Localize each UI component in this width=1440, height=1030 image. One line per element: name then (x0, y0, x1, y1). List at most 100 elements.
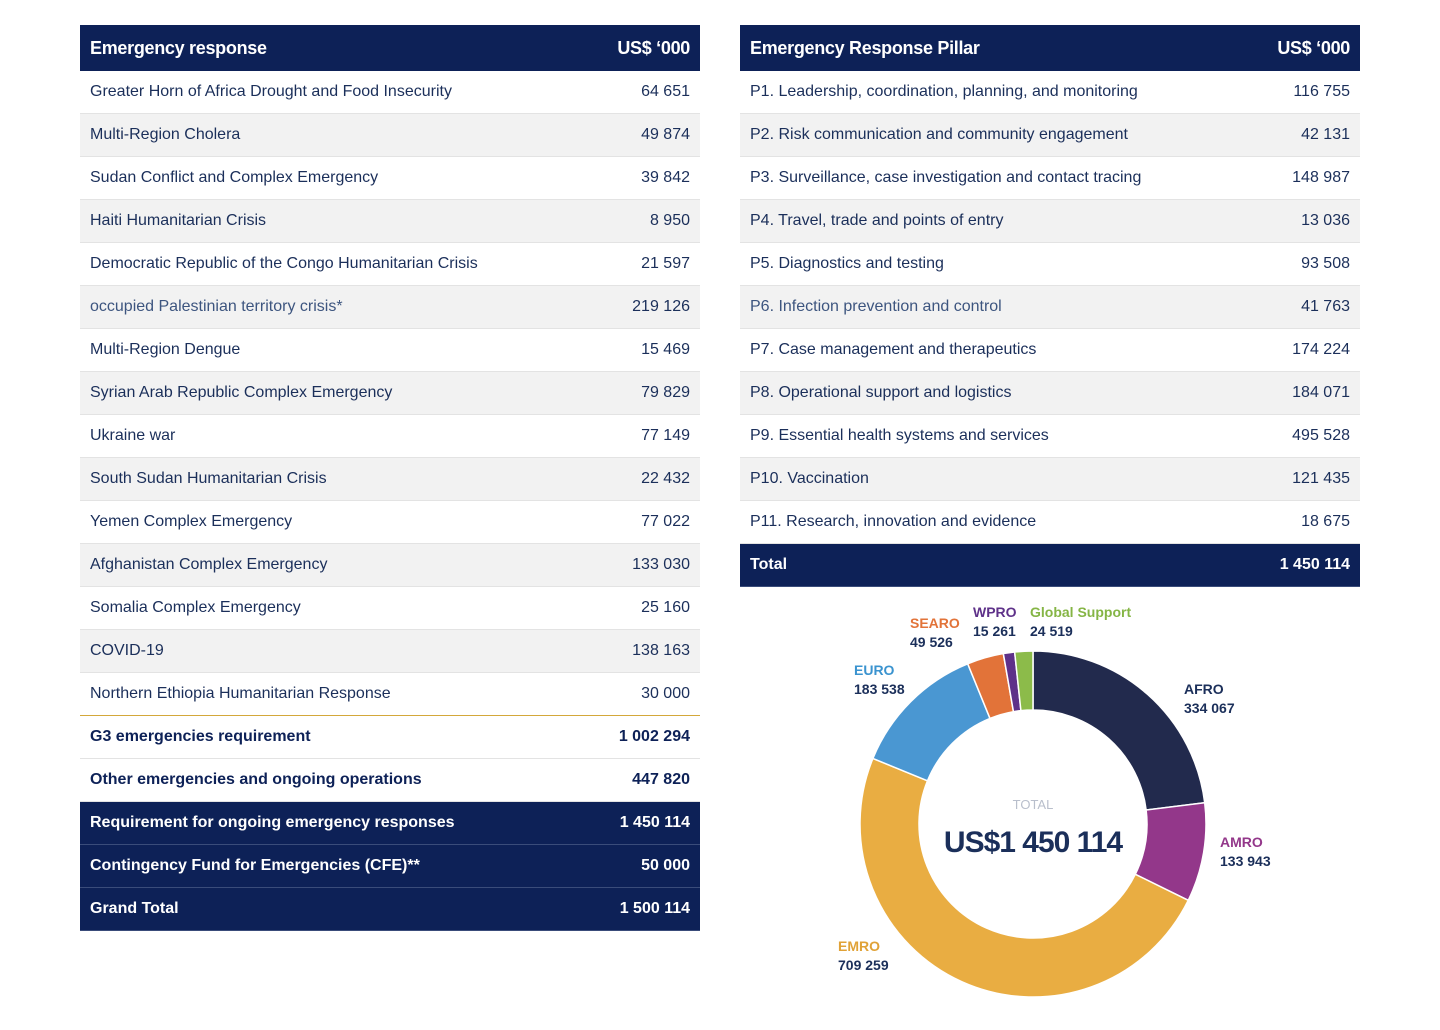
table-row: P9. Essential health systems and service… (740, 414, 1360, 458)
total-row: Contingency Fund for Emergencies (CFE)**… (80, 844, 700, 888)
emergency-response-table: Emergency response US$ ‘000 Greater Horn… (80, 25, 700, 931)
table-row: COVID-19 138 163 (80, 629, 700, 673)
segment-value: 15 261 (973, 623, 1016, 639)
row-value: 1 450 114 (1190, 543, 1360, 587)
center-total-value: US$1 450 114 (944, 826, 1123, 859)
row-label: P8. Operational support and logistics (740, 371, 1190, 415)
row-label: South Sudan Humanitarian Crisis (80, 457, 530, 501)
row-label: Democratic Republic of the Congo Humanit… (80, 242, 530, 286)
table-row: occupied Palestinian territory crisis* 21… (80, 285, 700, 329)
row-label: Haiti Humanitarian Crisis (80, 199, 530, 243)
row-label: P11. Research, innovation and evidence (740, 500, 1190, 544)
segment-label: WPRO (973, 604, 1017, 620)
row-value: 174 224 (1190, 328, 1360, 372)
total-row: Requirement for ongoing emergency respon… (80, 801, 700, 845)
row-label: Syrian Arab Republic Complex Emergency (80, 371, 530, 415)
row-label: Greater Horn of Africa Drought and Food … (80, 71, 530, 114)
segment-label: EURO (854, 662, 895, 678)
column-header-label: Emergency Response Pillar (740, 25, 1190, 71)
table-row: P10. Vaccination 121 435 (740, 457, 1360, 501)
row-label: Somalia Complex Emergency (80, 586, 530, 630)
row-label: P6. Infection prevention and control (740, 285, 1190, 329)
segment-label: AMRO (1220, 834, 1263, 850)
row-label: P5. Diagnostics and testing (740, 242, 1190, 286)
row-value: 219 126 (530, 285, 700, 329)
total-row: Grand Total 1 500 114 (80, 887, 700, 931)
regional-donut-chart: AFRO 334 067 AMRO 133 943 EMRO 709 259 EURO 183… (838, 604, 1271, 998)
table-row: P1. Leadership, coordination, planning, … (740, 71, 1360, 114)
row-label: occupied Palestinian territory crisis* (80, 285, 530, 329)
row-label: Multi-Region Dengue (80, 328, 530, 372)
row-label: COVID-19 (80, 629, 530, 673)
segment-value: 183 538 (854, 681, 905, 697)
row-value: 77 149 (530, 414, 700, 458)
row-label: P2. Risk communication and community eng… (740, 113, 1190, 157)
row-value: 42 131 (1190, 113, 1360, 157)
column-header-value: US$ ‘000 (1190, 25, 1360, 71)
column-header-label: Emergency response (80, 25, 530, 71)
row-value: 49 874 (530, 113, 700, 157)
donut-segment-emro (859, 757, 1190, 998)
table-row: P3. Surveillance, case investigation and… (740, 156, 1360, 200)
table-row: Haiti Humanitarian Crisis 8 950 (80, 199, 700, 243)
row-value: 50 000 (530, 844, 700, 888)
segment-value: 24 519 (1030, 623, 1073, 639)
row-value: 22 432 (530, 457, 700, 501)
row-value: 1 450 114 (530, 801, 700, 845)
row-value: 41 763 (1190, 285, 1360, 329)
row-value: 495 528 (1190, 414, 1360, 458)
donut-segment-afro (1032, 650, 1206, 811)
row-label: P1. Leadership, coordination, planning, … (740, 71, 1190, 114)
row-label: Ukraine war (80, 414, 530, 458)
row-value: 64 651 (530, 71, 700, 114)
table-row: Ukraine war 77 149 (80, 414, 700, 458)
row-label: Multi-Region Cholera (80, 113, 530, 157)
row-value: 93 508 (1190, 242, 1360, 286)
row-value: 148 987 (1190, 156, 1360, 200)
table-row: Multi-Region Dengue 15 469 (80, 328, 700, 372)
row-value: 18 675 (1190, 500, 1360, 544)
summary-row: G3 emergencies requirement 1 002 294 (80, 715, 700, 759)
row-value: 15 469 (530, 328, 700, 372)
segment-label: EMRO (838, 938, 880, 954)
row-value: 138 163 (530, 629, 700, 673)
table-row: Northern Ethiopia Humanitarian Response 3… (80, 672, 700, 716)
row-value: 1 500 114 (530, 887, 700, 931)
table-row: Sudan Conflict and Complex Emergency 39 8… (80, 156, 700, 200)
table-row: P2. Risk communication and community eng… (740, 113, 1360, 157)
row-label: P3. Surveillance, case investigation and… (740, 156, 1190, 200)
table-row: P11. Research, innovation and evidence 18… (740, 500, 1360, 544)
segment-value: 133 943 (1220, 853, 1271, 869)
row-label: Requirement for ongoing emergency respon… (80, 801, 530, 845)
row-value: 121 435 (1190, 457, 1360, 501)
total-row: Total 1 450 114 (740, 543, 1360, 587)
row-value: 116 755 (1190, 71, 1360, 114)
row-value: 447 820 (530, 758, 700, 802)
row-label: Other emergencies and ongoing operations (80, 758, 530, 802)
segment-value: 334 067 (1184, 700, 1235, 716)
row-label: Sudan Conflict and Complex Emergency (80, 156, 530, 200)
column-header-value: US$ ‘000 (530, 25, 700, 71)
table-row: Multi-Region Cholera 49 874 (80, 113, 700, 157)
segment-label: Global Support (1030, 604, 1131, 620)
row-label: G3 emergencies requirement (80, 715, 530, 759)
table-row: P4. Travel, trade and points of entry 13 … (740, 199, 1360, 243)
row-label: Total (740, 543, 1190, 587)
row-value: 25 160 (530, 586, 700, 630)
table-row: Yemen Complex Emergency 77 022 (80, 500, 700, 544)
row-label: Grand Total (80, 887, 530, 931)
table-row: Somalia Complex Emergency 25 160 (80, 586, 700, 630)
row-value: 30 000 (530, 672, 700, 716)
row-label: P9. Essential health systems and service… (740, 414, 1190, 458)
table-row: Democratic Republic of the Congo Humanit… (80, 242, 700, 286)
table-row: Greater Horn of Africa Drought and Food … (80, 71, 700, 114)
row-label: P10. Vaccination (740, 457, 1190, 501)
table-row: South Sudan Humanitarian Crisis 22 432 (80, 457, 700, 501)
table-row: P8. Operational support and logistics 184… (740, 371, 1360, 415)
row-value: 1 002 294 (530, 715, 700, 759)
segment-label: SEARO (910, 615, 960, 631)
table-header-row: Emergency response US$ ‘000 (80, 25, 700, 71)
summary-row: Other emergencies and ongoing operations… (80, 758, 700, 802)
row-value: 184 071 (1190, 371, 1360, 415)
table-row: P5. Diagnostics and testing 93 508 (740, 242, 1360, 286)
